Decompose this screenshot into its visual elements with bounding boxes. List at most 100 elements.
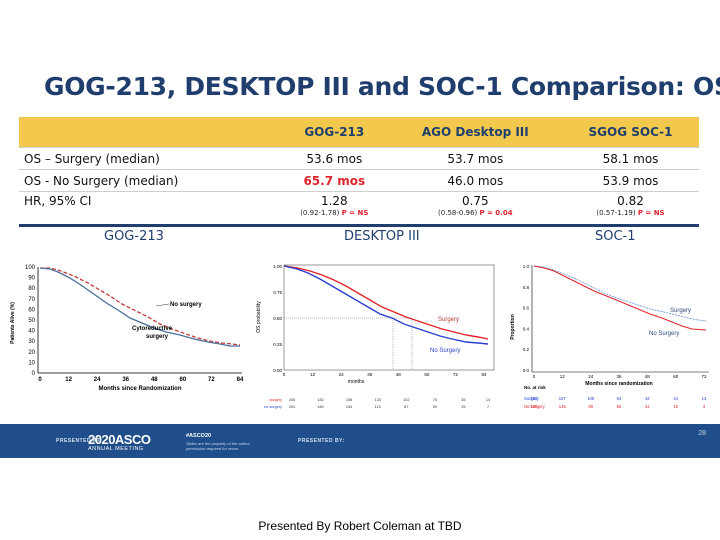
x-axis-label: months	[348, 379, 365, 385]
hr-value: 1.28	[320, 194, 348, 208]
x-tick-label: 60	[180, 377, 187, 383]
table-cell: 53.6 mos	[280, 147, 389, 170]
risk-count: 206	[289, 398, 295, 402]
table-cell: 0.75 (0.58-0.96) P = 0.04	[388, 191, 563, 227]
x-tick-label: 0	[283, 372, 286, 377]
risk-count: 182	[531, 396, 539, 401]
table-cell: 46.0 mos	[388, 169, 563, 192]
risk-count: 42	[645, 396, 650, 401]
risk-count: 158	[346, 398, 352, 402]
curve-label-surgery: Surgery	[670, 308, 691, 314]
risk-count: 50	[433, 405, 437, 409]
y-tick-label: 30	[28, 339, 35, 345]
risk-count: 13	[702, 396, 707, 401]
risk-count: 154	[346, 405, 352, 409]
slide-title: GOG-213, DESKTOP III and SOC-1 Compariso…	[44, 72, 720, 101]
x-tick-label: 60	[673, 374, 679, 379]
y-axis-label: Patients Alive (%)	[10, 302, 16, 344]
x-tick-label: 72	[453, 372, 459, 377]
table-header-cell: GOG-213	[280, 117, 389, 148]
page-number: 28	[698, 430, 706, 437]
x-tick-label: 84	[481, 372, 487, 377]
footer-bar: PRESENTED AT: 2020ASCO ANNUAL MEETING #A…	[0, 424, 720, 458]
y-tick-label: 0.00	[273, 368, 282, 373]
row-label: OS - No Surgery (median)	[19, 169, 280, 192]
risk-count: 89	[588, 404, 593, 409]
table-cell: 0.82 (0.57-1.19) P = NS	[562, 191, 699, 227]
y-tick-label: 0.8	[523, 285, 530, 290]
hr-value: 0.82	[617, 194, 644, 208]
y-tick-label: 80	[28, 286, 35, 292]
risk-count: 157	[559, 396, 567, 401]
table-cell: 53.9 mos	[562, 169, 699, 192]
risk-label-surgery: Surgery	[524, 396, 540, 401]
y-tick-label: 60	[28, 307, 35, 313]
curve-label-no-surgery: No surgery	[170, 302, 202, 308]
km-plot-gog: Patients Alive (%) 100 90 80 70 60 50 40…	[10, 265, 244, 392]
risk-count: 10	[673, 404, 678, 409]
y-axis-label: Proportion	[510, 314, 516, 340]
table-cell: 58.1 mos	[562, 147, 699, 170]
asco-logo-text: 2020ASCO	[88, 432, 151, 447]
y-tick-label: 40	[28, 329, 35, 335]
p-value: P = NS	[341, 209, 369, 217]
copyright-note: Slides are the property of the author, p…	[186, 441, 251, 451]
x-tick-label: 24	[588, 374, 594, 379]
x-tick-label: 12	[65, 377, 72, 383]
curve-no-surgery	[283, 265, 489, 345]
y-tick-label: 100	[25, 265, 36, 271]
table-cell-highlight: 65.7 mos	[280, 169, 389, 192]
x-tick-label: 12	[310, 372, 316, 377]
x-tick-label: 36	[616, 374, 622, 379]
km-plot-soc: Proportion 1.0 0.8 0.6 0.4 0.2 0.0 0 12 …	[510, 264, 709, 409]
y-tick-label: 0	[32, 371, 36, 377]
risk-count: 87	[404, 405, 408, 409]
curve-label-surgery: Surgery	[438, 317, 459, 323]
x-tick-label: 36	[367, 372, 373, 377]
risk-count: 105	[587, 396, 595, 401]
risk-count: 182	[317, 398, 323, 402]
presented-by-caption: Presented By Robert Coleman at TBD	[258, 519, 462, 533]
table-row: OS - No Surgery (median) 65.7 mos 46.0 m…	[19, 169, 699, 192]
ci-range: (0.92-1.78)	[300, 209, 340, 217]
risk-count: 175	[531, 404, 539, 409]
risk-count: 145	[559, 404, 567, 409]
risk-count: 14	[486, 398, 490, 402]
risk-count: 64	[617, 396, 622, 401]
comparison-table: GOG-213 AGO Desktop III SGOG SOC-1 OS – …	[19, 117, 699, 227]
table-header-cell	[19, 117, 280, 148]
table-row: OS – Surgery (median) 53.6 mos 53.7 mos …	[19, 147, 699, 170]
y-tick-label: 70	[28, 297, 35, 303]
curve-label-surgery-2: surgery	[146, 334, 169, 340]
y-tick-label: 0.4	[523, 326, 530, 331]
curve-no-surgery	[533, 265, 707, 331]
ci-range: (0.57-1.19)	[596, 209, 636, 217]
risk-count: 35	[461, 398, 465, 402]
x-tick-label: 60	[424, 372, 430, 377]
risk-label-no-surgery: No-surgery	[524, 404, 546, 409]
p-value: P = 0.04	[479, 209, 513, 217]
table-header-row: GOG-213 AGO Desktop III SGOG SOC-1	[19, 117, 699, 148]
x-tick-label: 0	[38, 377, 42, 383]
table-header-cell: SGOG SOC-1	[562, 117, 699, 148]
plot-title-gog: GOG-213	[104, 229, 164, 244]
ci-text: (0.57-1.19) P = NS	[562, 209, 699, 217]
curve-label-no-surgery: No Surgery	[430, 348, 460, 354]
table-cell: 1.28 (0.92-1.78) P = NS	[280, 191, 389, 227]
p-value: P = NS	[637, 209, 665, 217]
plot-title-soc: SOC-1	[595, 229, 636, 244]
risk-count: 7	[487, 405, 489, 409]
curve-no-surgery	[40, 267, 241, 346]
row-label: OS – Surgery (median)	[19, 147, 280, 170]
risk-table-title: No. at risk	[524, 385, 546, 390]
risk-count: 76	[433, 398, 437, 402]
y-tick-label: 0.25	[273, 342, 282, 347]
y-tick-label: 0.75	[273, 290, 282, 295]
x-tick-label: 0	[533, 374, 536, 379]
x-tick-label: 24	[339, 372, 345, 377]
risk-count: 24	[673, 396, 678, 401]
x-tick-label: 72	[208, 377, 215, 383]
ci-text: (0.58-0.96) P = 0.04	[389, 209, 562, 217]
presented-at-label: PRESENTED AT:	[56, 438, 102, 444]
table-row: HR, 95% CI 1.28 (0.92-1.78) P = NS 0.75 …	[19, 191, 699, 227]
